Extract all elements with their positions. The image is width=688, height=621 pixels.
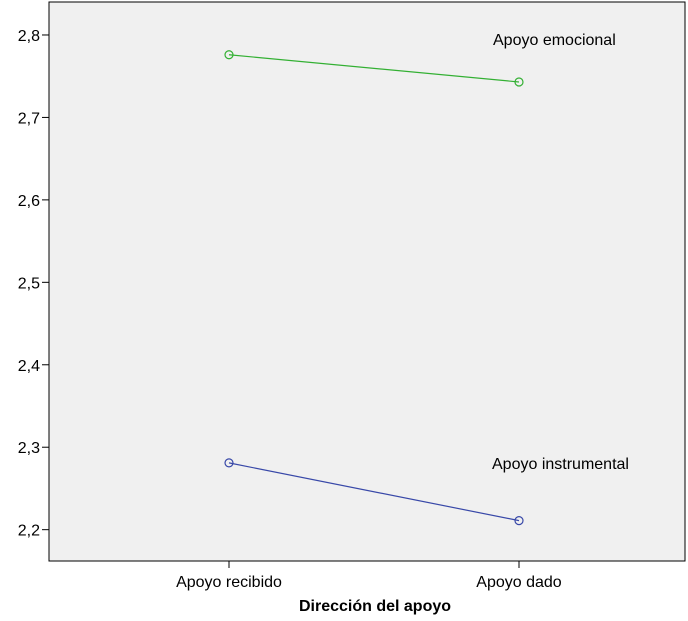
x-axis: Apoyo recibido Apoyo dado xyxy=(176,561,562,591)
x-tick-label: Apoyo recibido xyxy=(176,574,282,591)
y-axis: 2,2 2,3 2,4 2,5 2,6 2,7 2,8 xyxy=(18,28,49,540)
series-line xyxy=(228,54,520,83)
y-tick-label: 2,2 xyxy=(18,523,40,540)
series-line xyxy=(228,462,520,522)
y-tick-label: 2,3 xyxy=(18,440,40,457)
x-tick-label: Apoyo dado xyxy=(476,574,562,591)
plot-area xyxy=(48,1,686,562)
series-label: Apoyo emocional xyxy=(493,32,616,49)
data-point xyxy=(224,458,234,468)
y-tick-label: 2,7 xyxy=(18,110,40,127)
y-tick-label: 2,8 xyxy=(18,28,40,45)
y-tick-label: 2,5 xyxy=(18,275,40,292)
data-point xyxy=(514,516,524,526)
y-tick-label: 2,6 xyxy=(18,193,40,210)
data-point xyxy=(224,50,234,60)
series-label: Apoyo instrumental xyxy=(492,456,629,473)
series-labels: Apoyo emocional Apoyo instrumental xyxy=(492,32,629,473)
series-layer xyxy=(224,50,524,526)
x-axis-title: Dirección del apoyo xyxy=(299,598,451,615)
y-tick-label: 2,4 xyxy=(18,358,40,375)
data-point xyxy=(514,77,524,87)
